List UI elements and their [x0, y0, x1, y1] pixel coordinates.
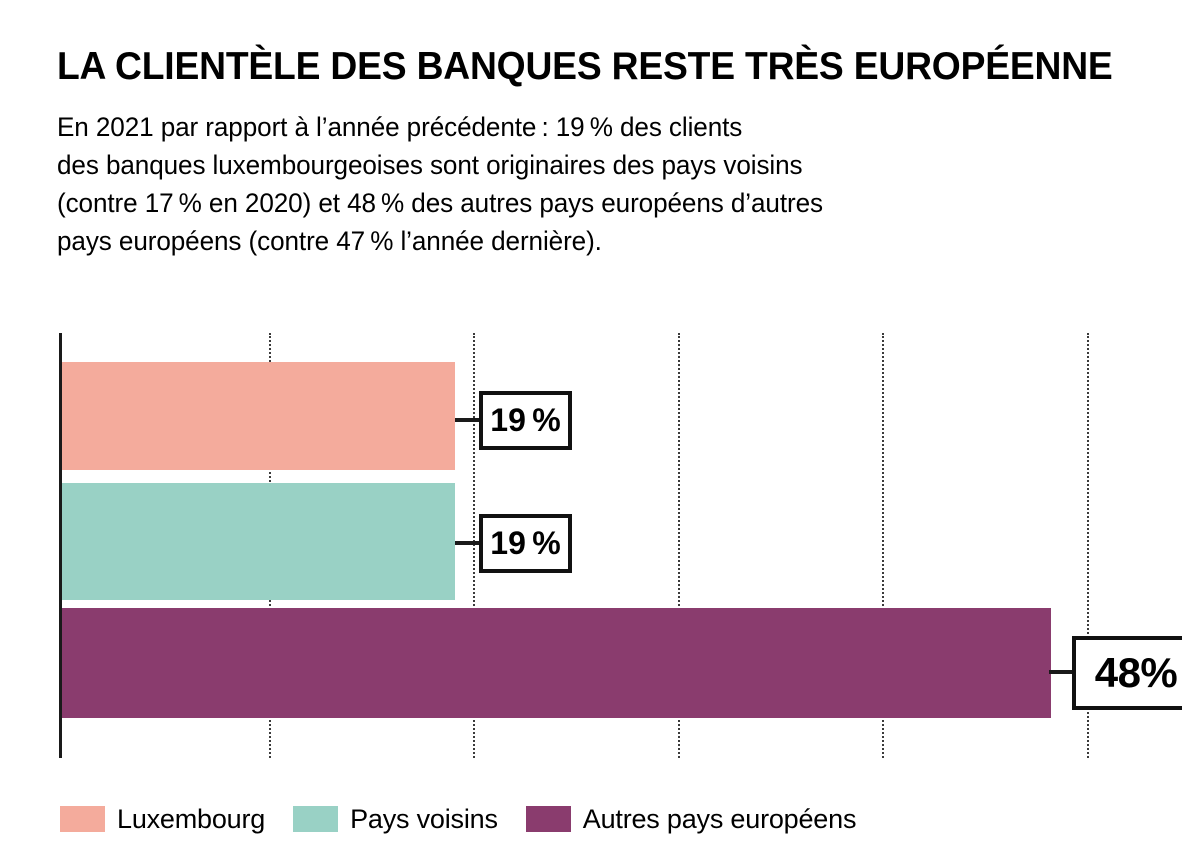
bar-luxembourg [62, 362, 455, 470]
bar-autres-pays-europeens [62, 608, 1051, 718]
legend-swatch-autres-pays-europeens [525, 806, 571, 832]
legend-item-luxembourg: Luxembourg [60, 804, 265, 834]
label-connector-luxembourg [455, 418, 483, 422]
gridline-20 [473, 333, 475, 758]
legend-item-pays-voisins: Pays voisins [293, 804, 498, 834]
label-connector-pays-voisins [455, 541, 483, 545]
gridline-30 [678, 333, 680, 758]
legend-swatch-luxembourg [60, 806, 105, 832]
legend-swatch-pays-voisins [293, 806, 339, 832]
subtitle-line-1: En 2021 par rapport à l’année précédente… [57, 112, 743, 142]
subtitle-line-3: (contre 17 % en 2020) et 48 % des autres… [57, 188, 823, 218]
gridline-50 [1087, 333, 1089, 758]
page-subtitle: En 2021 par rapport à l’année précédente… [57, 108, 1101, 260]
y-axis-line [59, 333, 62, 758]
value-label-pays-voisins: 19 % [479, 514, 572, 573]
value-label-luxembourg: 19 % [479, 391, 572, 450]
subtitle-line-4: pays européens (contre 47 % l’année dern… [57, 226, 602, 256]
legend-item-autres-pays-europeens: Autres pays européens [525, 804, 857, 834]
legend-label-autres-pays-europeens: Autres pays européens [582, 804, 857, 834]
legend-label-luxembourg: Luxembourg [117, 804, 266, 834]
legend-label-pays-voisins: Pays voisins [350, 804, 498, 834]
page-title: LA CLIENTÈLE DES BANQUES RESTE TRÈS EURO… [57, 45, 1113, 88]
value-label-autres-pays-europeens: 48% [1072, 636, 1182, 710]
subtitle-line-2: des banques luxembourgeoises sont origin… [57, 150, 803, 180]
label-connector-autres-pays [1049, 670, 1075, 674]
bar-pays-voisins [62, 483, 455, 600]
chart-legend: Luxembourg Pays voisins Autres pays euro… [60, 803, 884, 835]
gridline-40 [882, 333, 884, 758]
